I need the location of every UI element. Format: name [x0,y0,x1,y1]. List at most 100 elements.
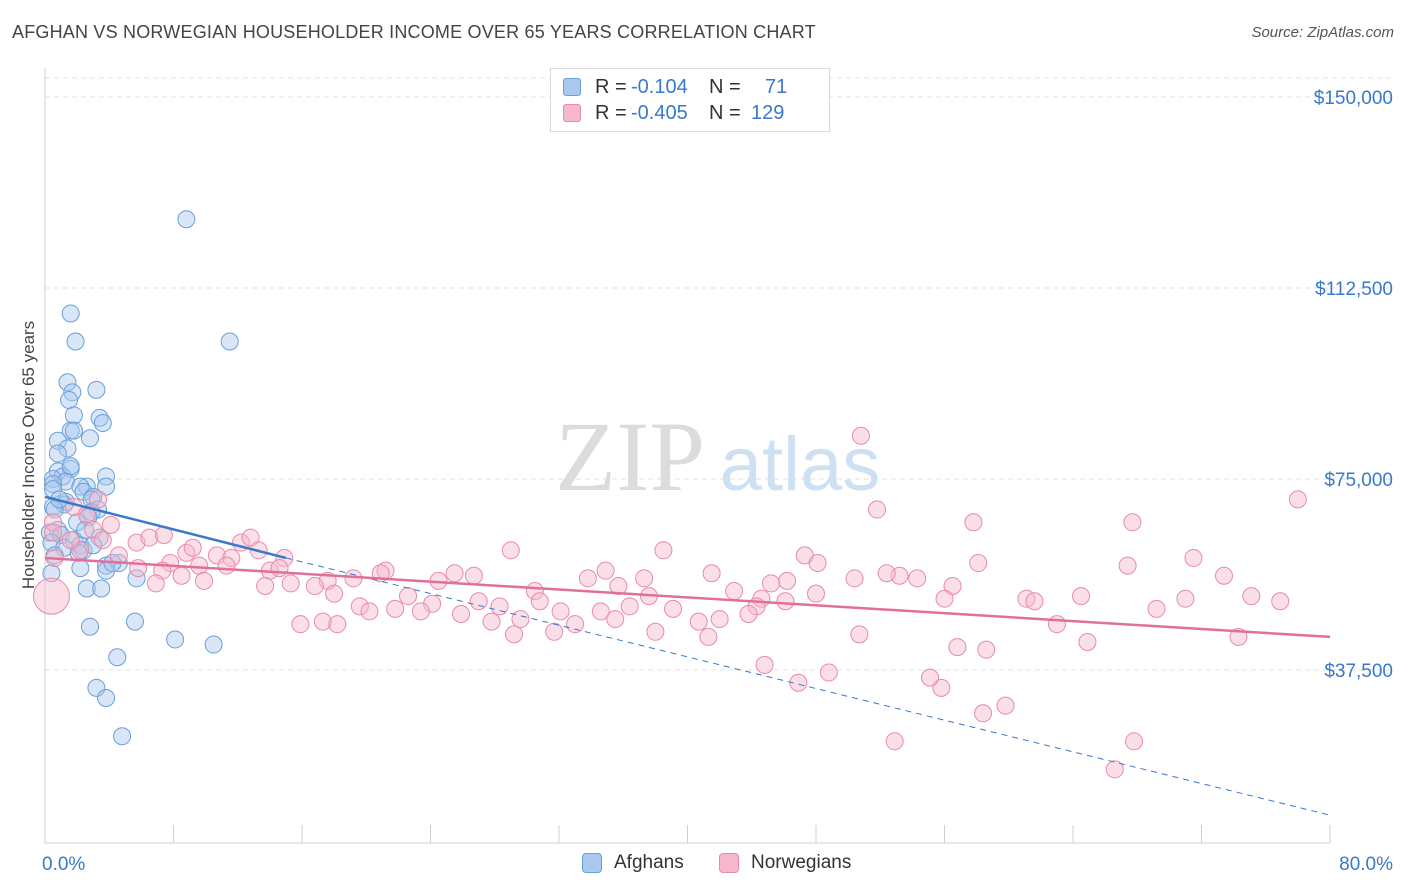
afghan-point [58,439,77,458]
afghan-point [97,467,116,486]
n-label: N = [709,75,741,98]
norwegian-point [89,490,108,509]
norwegian-point [305,576,324,595]
norwegian-point [591,602,610,621]
norwegian-point [325,584,344,603]
afghan-point [87,380,106,399]
afghan-point [177,210,196,229]
r-label: R = [595,75,627,98]
legend-label-afghans: Afghans [614,852,684,873]
norwegian-point [1125,732,1144,751]
norwegian-point [578,569,597,588]
norwegian-point [469,592,488,611]
norwegian-point [689,612,708,631]
afghan-swatch [563,78,581,96]
norwegian-point [190,556,209,575]
norwegian-point [921,668,940,687]
norwegian-point [140,528,159,547]
norwegian-point [505,625,524,644]
norwegian-point [511,610,530,629]
norwegian-point [1105,760,1124,779]
afghan-point [61,457,80,476]
afghan-point [60,391,79,410]
norwegian-point [1072,587,1091,606]
norwegian-point [183,538,202,557]
afghan-point [71,477,90,496]
legend-item-afghans[interactable]: Afghans [582,852,684,874]
norwegian-point [851,426,870,445]
legend-row-norwegians: R = -0.405 N = 129 [563,100,784,126]
norwegian-point [868,500,887,519]
afghan-trend-extension [285,557,1331,816]
afghan-point [97,689,116,708]
r-value: -0.405 [631,101,688,124]
norwegian-point [620,597,639,616]
afghan-point [71,559,90,578]
afghan-point [113,727,132,746]
watermark: ZIP atlas [555,401,880,512]
legend-item-norwegians[interactable]: Norwegians [719,852,851,874]
norwegian-point [845,569,864,588]
watermark-atlas: atlas [720,422,881,507]
afghan-point [108,648,127,667]
norwegian-point [44,523,63,542]
norwegian-point [452,604,471,623]
norwegian-point [386,599,405,618]
y-tick-label: $37,500 [1324,661,1393,682]
norwegian-point [1078,632,1097,651]
afghan-point [97,477,116,496]
norwegian-point [61,531,80,550]
norwegian-point [1176,589,1195,608]
n-label: N = [709,101,741,124]
norwegian-point [291,615,310,634]
norwegian-point [501,541,520,560]
norwegian-point [551,602,570,621]
norwegian-point [664,599,683,618]
norwegian-point [654,541,673,560]
norwegian-swatch [719,853,739,873]
norwegian-point [399,587,418,606]
norwegian-point [1242,587,1261,606]
norwegian-point [195,571,214,590]
norwegian-trend-line [44,556,1331,639]
norwegian-point [943,576,962,595]
n-value: 71 [765,75,788,98]
n-value: 129 [751,101,785,124]
norwegian-swatch [563,104,581,122]
afghan-point [90,408,109,427]
chart-title: AFGHAN VS NORWEGIAN HOUSEHOLDER INCOME O… [12,22,816,42]
norwegian-point [146,574,165,593]
norwegian-point [596,561,615,580]
afghan-point [48,431,67,450]
afghan-point [220,332,239,351]
norwegian-point [217,556,236,575]
r-value: -0.104 [631,75,688,98]
norwegian-point [313,612,332,631]
norwegian-point [1025,592,1044,611]
afghan-point [64,421,83,440]
afghan-swatch [582,853,602,873]
norwegian-point [606,610,625,629]
x-tick-label-max: 80.0% [1339,854,1393,875]
norwegian-point [739,604,758,623]
norwegian-point [725,582,744,601]
norwegian-point [270,559,289,578]
norwegian-point [566,615,585,634]
afghan-point [90,528,109,547]
norwegian-point [350,597,369,616]
norwegian-point [932,678,951,697]
afghan-point [61,304,80,323]
norwegian-point [702,564,721,583]
axes [44,68,1331,844]
norwegian-point [885,732,904,751]
norwegian-point [974,704,993,723]
norwegian-point [93,531,112,550]
afghan-point [58,373,77,392]
afghan-point [44,475,63,494]
norwegian-point [877,564,896,583]
legend-row-afghans: R = -0.104 N = 71 [563,74,787,100]
norwegian-point [328,615,347,634]
norwegian-point [850,625,869,644]
afghan-point [166,630,185,649]
